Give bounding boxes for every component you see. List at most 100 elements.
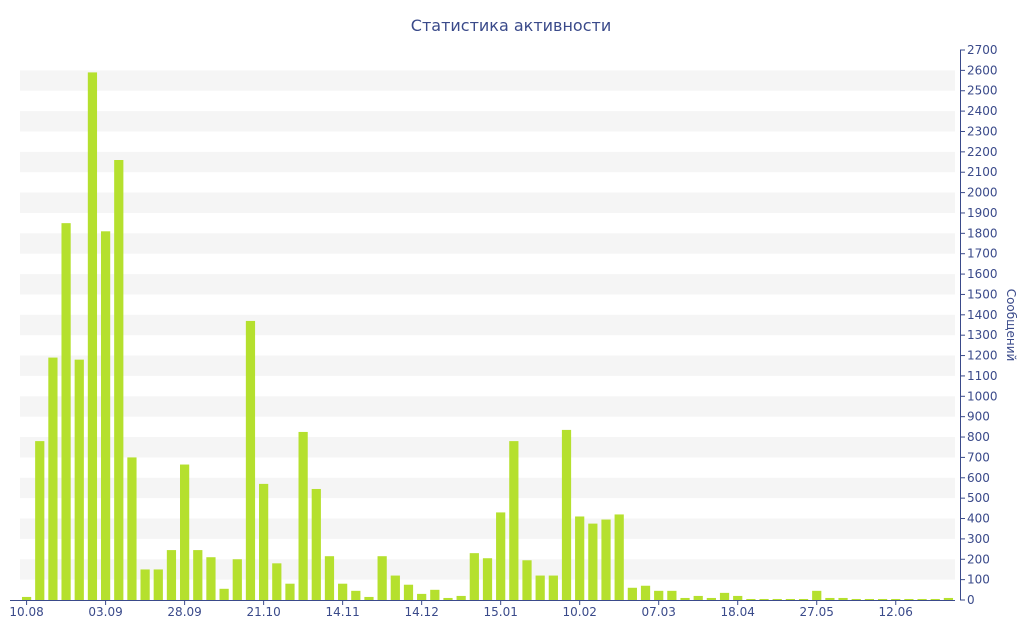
x-axis: 10.08 03.09 28.09 21.10 14.11 14.12 15.01 10.02…: [9, 600, 955, 619]
bar: [706, 597, 716, 600]
bar: [311, 488, 321, 600]
bar: [430, 589, 440, 600]
y-tick-label: 400: [967, 512, 990, 526]
grid-bands: [20, 70, 955, 580]
bar: [825, 597, 835, 600]
bar: [351, 590, 361, 600]
bar: [272, 563, 282, 600]
bars-group: [21, 72, 954, 601]
y-tick-label: 2700: [967, 43, 998, 57]
bar: [35, 441, 45, 600]
bar: [140, 569, 150, 600]
x-tick-label: 27.05: [800, 605, 834, 619]
bar: [509, 441, 519, 600]
y-tick-label: 600: [967, 471, 990, 485]
bar: [114, 160, 124, 600]
bar: [667, 590, 677, 600]
bar: [601, 519, 611, 600]
y-tick-label: 1000: [967, 389, 998, 403]
bar: [417, 593, 427, 600]
bar: [100, 231, 111, 601]
x-tick-label: 12.06: [879, 605, 913, 619]
y-tick-label: 2600: [967, 63, 998, 77]
x-tick-label: 03.09: [88, 605, 122, 619]
bar: [285, 583, 295, 600]
y-tick-label: 0: [967, 593, 975, 607]
bar: [719, 592, 730, 600]
bar: [48, 357, 58, 600]
bar: [364, 596, 374, 600]
bar: [588, 523, 598, 600]
bar: [759, 598, 769, 600]
x-tick-label: 15.01: [483, 605, 517, 619]
y-tick-label: 1600: [967, 267, 998, 281]
x-tick-label: 28.09: [167, 605, 201, 619]
bar: [798, 598, 809, 600]
bar: [338, 583, 348, 600]
grid-band: [20, 477, 955, 499]
bar: [21, 596, 32, 600]
bar: [680, 597, 690, 600]
bar: [693, 595, 703, 600]
grid-band: [20, 192, 955, 213]
y-tick-label: 200: [967, 552, 990, 566]
bar: [390, 575, 400, 600]
x-tick-label: 21.10: [246, 605, 280, 619]
bar: [469, 553, 479, 600]
bar: [891, 598, 901, 600]
bar: [943, 597, 954, 600]
y-tick-label: 900: [967, 410, 990, 424]
y-tick-label: 2200: [967, 145, 998, 159]
y-tick-label: 1900: [967, 206, 998, 220]
y-axis: 0 100 200 300 400 500 600 700 800 900 1000 1100 1200…: [960, 43, 998, 607]
grid-band: [20, 355, 955, 376]
bar: [733, 595, 743, 600]
bar: [443, 597, 453, 600]
bar: [654, 590, 664, 600]
bar: [575, 516, 585, 600]
grid-band: [20, 111, 955, 132]
bar: [74, 359, 84, 600]
grid-band: [20, 396, 955, 417]
bar: [496, 512, 506, 600]
bar: [61, 223, 71, 600]
y-tick-label: 300: [967, 532, 990, 546]
y-tick-label: 100: [967, 573, 990, 587]
x-tick-label: 07.03: [642, 605, 676, 619]
y-tick-label: 2100: [967, 165, 998, 179]
bar: [403, 584, 414, 600]
y-tick-label: 800: [967, 430, 990, 444]
y-tick-label: 700: [967, 450, 990, 464]
x-tick-label: 10.02: [563, 605, 597, 619]
bar: [193, 550, 203, 600]
y-tick-label: 2400: [967, 104, 998, 118]
chart-title: Статистика активности: [411, 16, 611, 35]
grid-band: [20, 233, 955, 254]
x-tick-label: 10.08: [9, 605, 43, 619]
x-tick-label: 18.04: [721, 605, 755, 619]
y-tick-label: 1300: [967, 328, 998, 342]
bar: [851, 598, 861, 600]
bar: [904, 598, 914, 600]
grid-band: [20, 274, 955, 295]
y-tick-label: 1500: [967, 287, 998, 301]
bar: [640, 585, 651, 600]
bar: [812, 590, 822, 600]
bar: [535, 575, 545, 600]
bar: [838, 597, 848, 600]
bar: [522, 560, 532, 600]
bar: [772, 598, 782, 600]
y-tick-label: 1100: [967, 369, 998, 383]
bar: [153, 569, 163, 600]
bar: [232, 559, 242, 600]
bar: [298, 431, 308, 600]
bar: [206, 557, 216, 600]
bar: [219, 588, 229, 600]
bar: [548, 575, 558, 600]
x-tick-label: 14.11: [325, 605, 359, 619]
bar: [127, 457, 137, 600]
grid-band: [20, 314, 955, 336]
bar: [930, 598, 940, 600]
